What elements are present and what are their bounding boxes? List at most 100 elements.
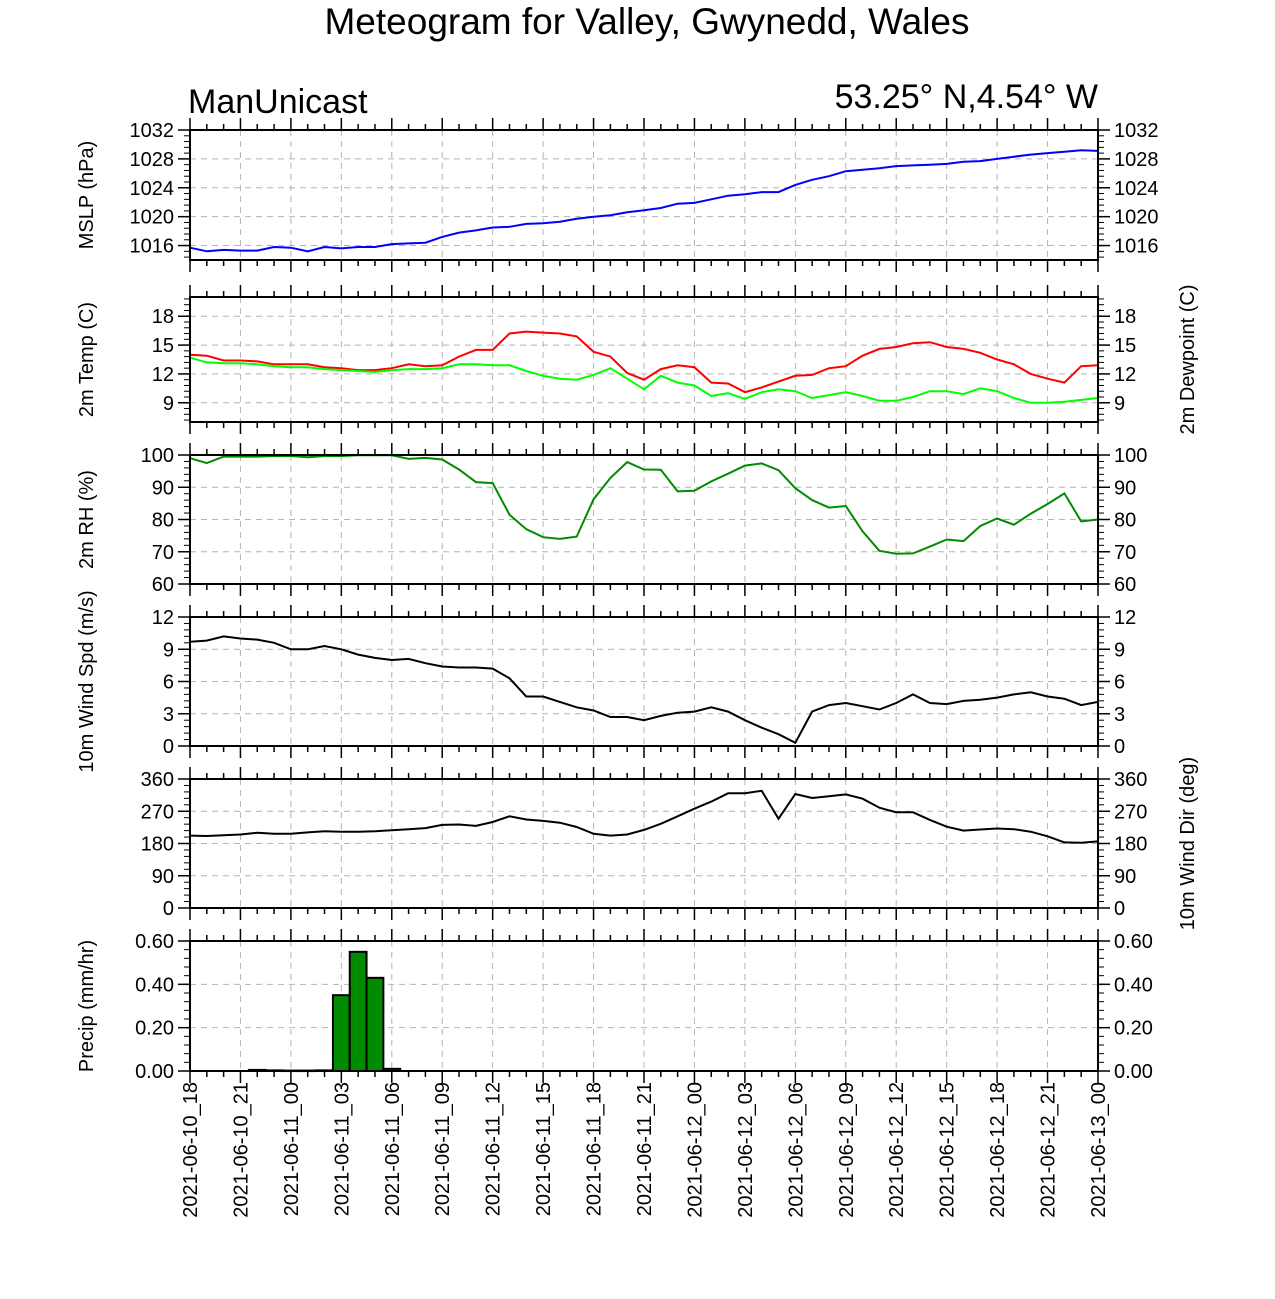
precip-bar <box>348 950 368 1072</box>
x-tick-label: 2021-06-11_06 <box>382 1082 404 1216</box>
panel-1: 1016 1016 1020 1020 1024 1024 1028 1028 1032 1032… <box>76 118 1159 272</box>
y-tick-label: 0.40 <box>135 974 174 996</box>
series-line-1 <box>189 635 1099 745</box>
y-tick-label: 0 <box>163 736 174 758</box>
x-tick-label: 2021-06-10_21 <box>230 1082 252 1218</box>
y-tick-label: 0.60 <box>135 931 174 953</box>
x-tick-label: 2021-06-11_03 <box>331 1082 353 1216</box>
y-axis-title-right: 2m Dewpoint (C) <box>1177 284 1199 434</box>
y-tick-label: 9 <box>1114 393 1125 415</box>
chart-title: Meteogram for Valley, Gwynedd, Wales <box>324 1 969 42</box>
x-tick-label: 2021-06-12_06 <box>785 1082 807 1218</box>
y-tick-label: 90 <box>1114 477 1136 499</box>
y-tick-label: 0.20 <box>135 1018 174 1040</box>
y-tick-label: 80 <box>152 510 174 532</box>
y-tick-label: 3 <box>1114 704 1125 726</box>
y-tick-label: 270 <box>1114 801 1147 823</box>
y-tick-label: 360 <box>1114 769 1147 791</box>
x-tick-label: 2021-06-11_12 <box>483 1082 505 1216</box>
y-tick-label: 1028 <box>130 149 175 171</box>
y-axis-title: 2m Temp (C) <box>76 302 98 417</box>
panel-4: 0 0 3 3 6 6 9 9 12 12 10m Wind Spd (m/s) <box>76 590 1136 772</box>
y-axis-title: MSLP (hPa) <box>76 141 98 250</box>
y-tick-label: 1024 <box>1114 178 1159 200</box>
y-tick-label: 12 <box>1114 364 1136 386</box>
y-tick-label: 100 <box>141 445 174 467</box>
y-tick-label: 60 <box>1114 574 1136 596</box>
y-tick-label: 15 <box>152 335 174 357</box>
y-tick-label: 180 <box>1114 834 1147 856</box>
y-axis-title-right: 10m Wind Dir (deg) <box>1177 757 1199 930</box>
y-tick-label: 6 <box>1114 672 1125 694</box>
x-tick-labels: 2021-06-10_18 2021-06-10_21 2021-06-11_00 2… <box>180 1082 1110 1218</box>
y-tick-label: 9 <box>163 393 174 415</box>
y-tick-label: 270 <box>141 801 174 823</box>
y-tick-label: 6 <box>163 672 174 694</box>
y-tick-label: 80 <box>1114 510 1136 532</box>
y-tick-label: 1020 <box>130 207 175 229</box>
y-tick-label: 0.00 <box>1114 1061 1153 1083</box>
y-tick-label: 1016 <box>1114 236 1159 258</box>
model-label: ManUnicast <box>188 83 368 121</box>
y-axis-title: Precip (mm/hr) <box>76 940 98 1072</box>
y-tick-label: 360 <box>141 769 174 791</box>
y-tick-label: 12 <box>152 364 174 386</box>
x-tick-label: 2021-06-10_18 <box>180 1082 202 1218</box>
series-line-2 <box>189 356 1099 404</box>
y-tick-label: 90 <box>152 866 174 888</box>
y-tick-label: 3 <box>163 704 174 726</box>
panel-2: 9 9 12 12 15 15 18 18 2m Temp (C) 2m Dewpoint (C) <box>76 284 1199 434</box>
y-tick-label: 0.20 <box>1114 1018 1153 1040</box>
panel-5: 0 0 90 90 180 180 270 270 360 360 10m Wind Dir (de… <box>141 757 1199 930</box>
y-tick-label: 9 <box>163 639 174 661</box>
panel-6: 0.00 0.00 0.20 0.20 0.40 0.40 0.60 0.60 Precip (… <box>76 929 1153 1083</box>
y-tick-label: 12 <box>1114 607 1136 629</box>
x-tick-label: 2021-06-11_21 <box>634 1082 656 1216</box>
y-tick-label: 100 <box>1114 445 1147 467</box>
y-tick-label: 90 <box>152 477 174 499</box>
x-tick-label: 2021-06-12_03 <box>735 1082 757 1218</box>
y-tick-label: 18 <box>1114 306 1136 328</box>
x-tick-label: 2021-06-13_00 <box>1088 1082 1110 1218</box>
y-tick-label: 1024 <box>130 178 175 200</box>
x-tick-label: 2021-06-12_09 <box>836 1082 858 1218</box>
y-tick-label: 1020 <box>1114 207 1159 229</box>
precip-bar <box>365 976 385 1072</box>
y-tick-label: 12 <box>152 607 174 629</box>
y-axis-title: 10m Wind Spd (m/s) <box>76 590 98 772</box>
y-tick-label: 1032 <box>1114 120 1159 142</box>
y-tick-label: 1032 <box>130 120 175 142</box>
series-line-1 <box>189 789 1099 844</box>
y-tick-label: 0.00 <box>135 1061 174 1083</box>
y-tick-label: 1028 <box>1114 149 1159 171</box>
y-axis-title: 2m RH (%) <box>76 470 98 569</box>
y-tick-label: 9 <box>1114 639 1125 661</box>
y-tick-label: 1016 <box>130 236 175 258</box>
y-tick-label: 0 <box>1114 898 1125 920</box>
y-tick-label: 15 <box>1114 335 1136 357</box>
y-tick-label: 90 <box>1114 866 1136 888</box>
y-tick-label: 0.40 <box>1114 974 1153 996</box>
precip-bar <box>331 994 351 1073</box>
location-label: 53.25° N,4.54° W <box>835 78 1098 116</box>
x-tick-label: 2021-06-11_18 <box>584 1082 606 1216</box>
x-tick-label: 2021-06-12_00 <box>684 1082 706 1218</box>
series-line-1 <box>189 149 1099 253</box>
x-tick-label: 2021-06-12_15 <box>937 1082 959 1218</box>
x-tick-label: 2021-06-11_00 <box>281 1082 303 1216</box>
y-tick-label: 70 <box>152 542 174 564</box>
y-tick-label: 60 <box>152 574 174 596</box>
y-tick-label: 0 <box>1114 736 1125 758</box>
y-tick-label: 70 <box>1114 542 1136 564</box>
panel-3: 60 60 70 70 80 80 90 90 100 100 2m RH (%) <box>76 443 1147 596</box>
x-tick-label: 2021-06-12_12 <box>886 1082 908 1218</box>
y-tick-label: 180 <box>141 834 174 856</box>
series-line-1 <box>189 330 1099 394</box>
x-tick-label: 2021-06-12_21 <box>1038 1082 1060 1218</box>
panels: 1016 1016 1020 1020 1024 1024 1028 1028 1032 1032… <box>76 118 1199 1218</box>
y-tick-label: 18 <box>152 306 174 328</box>
x-tick-label: 2021-06-11_09 <box>432 1082 454 1216</box>
y-tick-label: 0 <box>163 898 174 920</box>
y-tick-label: 0.60 <box>1114 931 1153 953</box>
